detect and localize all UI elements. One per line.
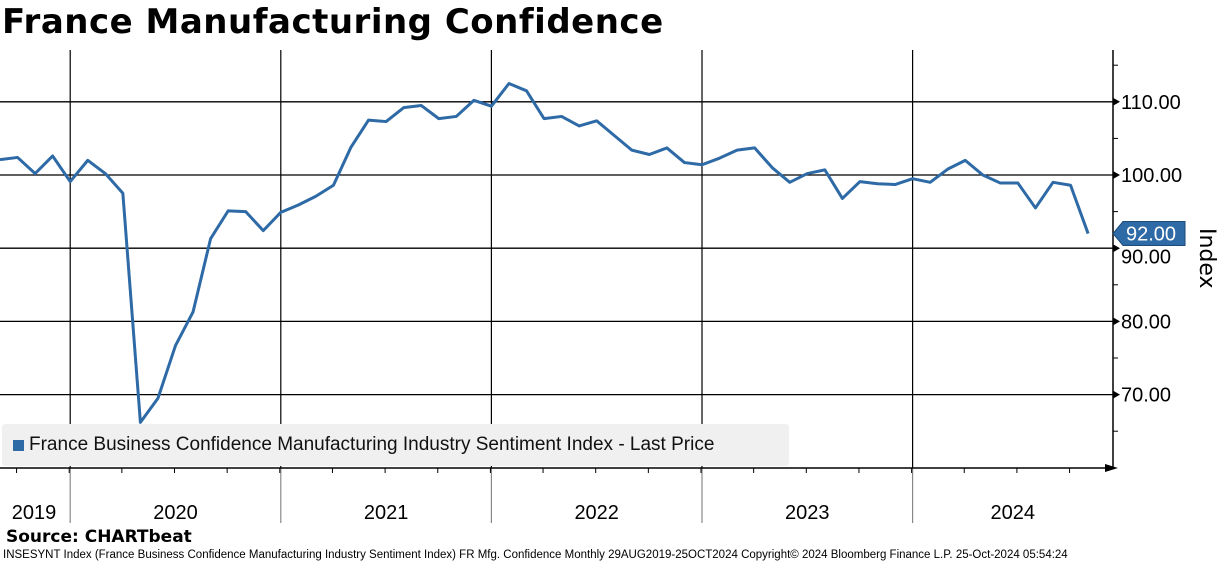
- y-tick-label: 110.00: [1121, 92, 1181, 114]
- x-tick-label: 2023: [785, 502, 830, 524]
- y-tick-arrow: [1113, 244, 1120, 253]
- x-tick-label: 2020: [153, 502, 198, 524]
- y-tick-arrow: [1113, 317, 1120, 326]
- y-tick-label: 70.00: [1121, 385, 1171, 407]
- x-tick-label: 2019: [12, 502, 57, 524]
- y-axis-label: Index: [1194, 228, 1219, 289]
- source-label: Source: CHARTbeat: [6, 527, 192, 547]
- chart-title: France Manufacturing Confidence: [2, 2, 664, 42]
- last-value-tag: [1112, 221, 1186, 247]
- y-tick-arrow: [1113, 97, 1120, 106]
- y-tick-arrow: [1113, 171, 1120, 179]
- legend-label: France Business Confidence Manufacturing…: [29, 434, 715, 455]
- legend: France Business Confidence Manufacturing…: [2, 424, 789, 466]
- x-axis-arrow: [1105, 464, 1118, 472]
- last-value-label: 92.00: [1126, 224, 1176, 246]
- y-tick-label: 100.00: [1121, 165, 1182, 187]
- y-tick-arrow: [1113, 390, 1120, 399]
- y-tick-label: 80.00: [1121, 311, 1171, 333]
- x-tick-label: 2022: [574, 502, 619, 524]
- series-line: [0, 82, 1090, 424]
- x-tick-label: 2021: [364, 502, 409, 524]
- y-tick-label: 90.00: [1121, 247, 1171, 269]
- footer-text: INSESYNT Index (France Business Confiden…: [3, 549, 1068, 561]
- legend-swatch: [13, 440, 24, 451]
- x-tick-label: 2024: [991, 502, 1036, 524]
